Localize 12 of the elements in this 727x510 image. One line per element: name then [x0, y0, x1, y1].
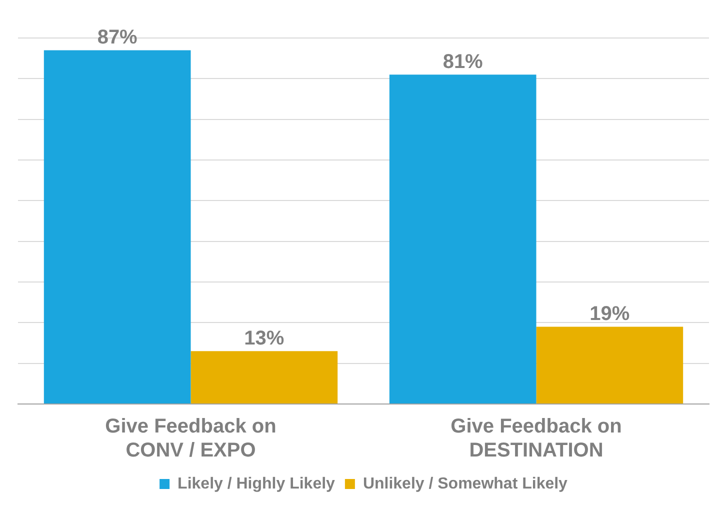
- bar: [44, 50, 191, 404]
- x-tick-label: Give Feedback on CONV / EXPO: [105, 416, 276, 462]
- bar: [389, 74, 536, 404]
- data-label: 19%: [590, 303, 630, 326]
- legend-label: Likely / Highly Likely: [178, 475, 336, 492]
- data-label: 87%: [97, 26, 138, 49]
- data-label: 81%: [442, 51, 484, 74]
- bar: [536, 326, 684, 404]
- data-label: 13%: [244, 328, 284, 350]
- legend-label: Unlikely / Somewhat Likely: [362, 475, 568, 492]
- x-tick-label: Give Feedback on DESTINATION: [450, 416, 622, 462]
- bar: [190, 351, 338, 404]
